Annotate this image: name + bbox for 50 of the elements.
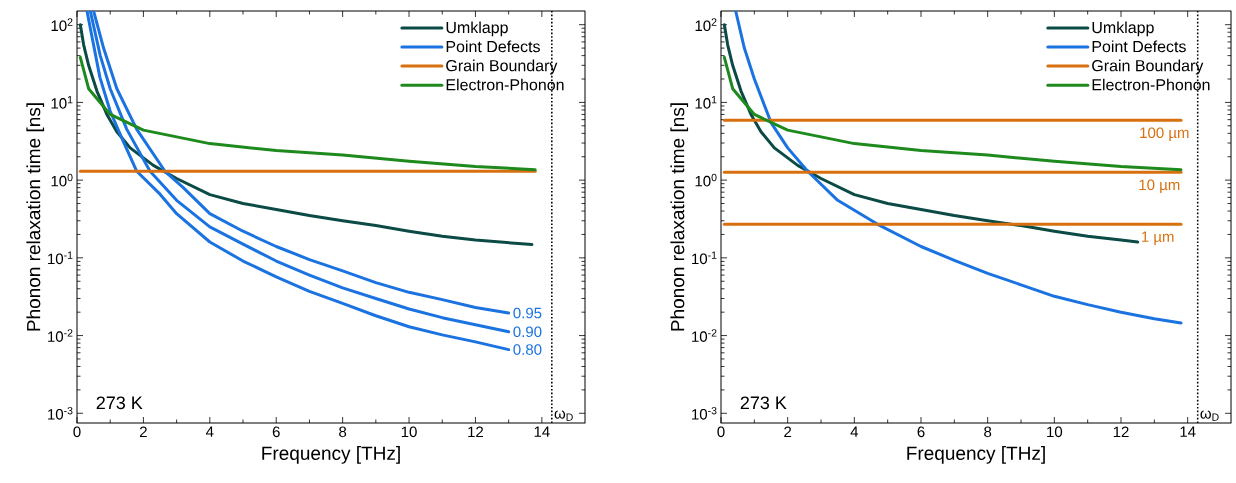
x-tick-label: 12 bbox=[468, 426, 484, 438]
y-tick-label: 10$^{0}$ bbox=[695, 173, 717, 187]
legend-label: Electron-Phonon bbox=[446, 78, 564, 91]
legend-label: Electron-Phonon bbox=[1092, 78, 1210, 91]
annotation: 1 µm bbox=[1142, 231, 1174, 245]
y-tick-label: 10$^{-1}$ bbox=[48, 251, 73, 265]
legend-label: Grain Boundary bbox=[446, 59, 558, 75]
annotation: 0.95 bbox=[513, 307, 542, 319]
annotation: 0.80 bbox=[513, 344, 542, 355]
annotation: 10 µm bbox=[1139, 179, 1180, 194]
annotation: 100 µm bbox=[1140, 127, 1189, 141]
legend-label: Point Defects bbox=[446, 40, 540, 53]
x-axis-title: Frequency [THz] bbox=[907, 446, 1045, 464]
ref-line-label: ω$_{D}$ bbox=[554, 410, 573, 421]
x-tick-label: 0 bbox=[73, 426, 81, 438]
ref-line-label: ω$_{D}$ bbox=[1200, 410, 1219, 421]
y-tick-label: 10$^{0}$ bbox=[51, 173, 73, 187]
x-tick-label: 14 bbox=[534, 426, 550, 437]
y-tick-label: 10$^{-3}$ bbox=[48, 406, 73, 420]
y-tick-label: 10$^{-1}$ bbox=[692, 251, 717, 265]
x-tick-label: 6 bbox=[917, 426, 925, 438]
x-tick-label: 8 bbox=[339, 426, 347, 438]
y-tick-label: 10$^{-3}$ bbox=[692, 406, 717, 420]
x-tick-label: 10 bbox=[1047, 426, 1063, 438]
x-tick-label: 8 bbox=[984, 426, 992, 438]
annotation: 273 K bbox=[740, 396, 787, 410]
legend-label: Umklapp bbox=[446, 21, 508, 37]
x-tick-label: 6 bbox=[272, 426, 280, 438]
x-tick-label: 10 bbox=[401, 426, 417, 438]
x-tick-label: 4 bbox=[205, 426, 214, 437]
y-tick-label: 10$^{2}$ bbox=[51, 18, 73, 32]
y-tick-label: 10$^{-2}$ bbox=[692, 329, 717, 342]
annotation: 0.90 bbox=[513, 326, 542, 338]
x-tick-label: 0 bbox=[717, 426, 725, 438]
y-tick-label: 10$^{1}$ bbox=[51, 96, 73, 109]
x-tick-label: 14 bbox=[1180, 426, 1196, 437]
x-tick-label: 2 bbox=[784, 426, 792, 438]
x-tick-label: 12 bbox=[1113, 426, 1129, 438]
x-axis-title: Frequency [THz] bbox=[262, 446, 400, 464]
legend-label: Umklapp bbox=[1092, 21, 1154, 37]
x-tick-label: 4 bbox=[850, 426, 859, 437]
y-tick-label: 10$^{-2}$ bbox=[48, 329, 73, 342]
y-tick-label: 10$^{1}$ bbox=[695, 96, 717, 109]
annotation: 273 K bbox=[96, 396, 143, 410]
legend-label: Point Defects bbox=[1092, 40, 1186, 53]
y-tick-label: 10$^{2}$ bbox=[695, 18, 717, 32]
legend-label: Grain Boundary bbox=[1092, 59, 1204, 75]
y-axis-title: Phonon relaxation time [ns] bbox=[26, 103, 45, 331]
y-axis-title: Phonon relaxation time [ns] bbox=[670, 103, 689, 331]
x-tick-label: 2 bbox=[139, 426, 147, 438]
